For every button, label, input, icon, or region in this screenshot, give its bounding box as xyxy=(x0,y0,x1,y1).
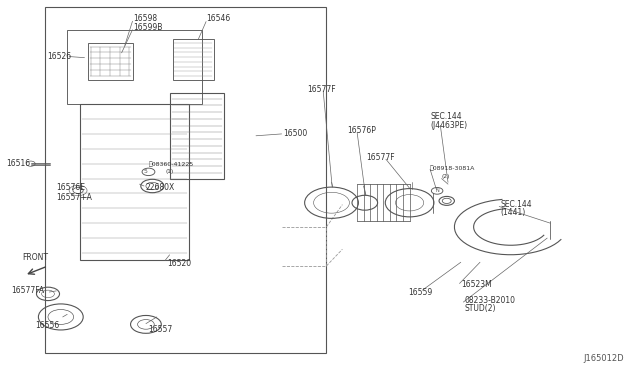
Text: 16557: 16557 xyxy=(148,325,173,334)
Text: 16546: 16546 xyxy=(206,14,230,23)
Text: 16557+A: 16557+A xyxy=(56,193,92,202)
Text: (1): (1) xyxy=(165,169,173,174)
Text: 16576P: 16576P xyxy=(347,126,376,135)
Text: 22680X: 22680X xyxy=(146,183,175,192)
Text: J165012D: J165012D xyxy=(584,355,624,363)
Bar xyxy=(170,93,224,179)
Text: 16520: 16520 xyxy=(168,259,192,268)
Text: 16516: 16516 xyxy=(6,159,31,168)
Text: SEC.144: SEC.144 xyxy=(430,112,461,121)
Text: 16559: 16559 xyxy=(408,288,433,296)
Text: 16523M: 16523M xyxy=(461,280,492,289)
Text: STUD(2): STUD(2) xyxy=(465,304,496,313)
Text: 16577F: 16577F xyxy=(307,85,336,94)
Text: 16577F: 16577F xyxy=(366,153,395,162)
Text: 16556: 16556 xyxy=(35,321,60,330)
Bar xyxy=(45,7,326,353)
Text: 08233-B2010: 08233-B2010 xyxy=(465,296,516,305)
Text: (J4463PE): (J4463PE) xyxy=(430,121,467,130)
Text: N: N xyxy=(435,188,439,193)
Text: 倈08918-3081A: 倈08918-3081A xyxy=(430,165,476,171)
Text: 倅08360-41225: 倅08360-41225 xyxy=(148,161,194,167)
Text: (2): (2) xyxy=(442,174,450,179)
Text: 5: 5 xyxy=(144,169,148,174)
Text: 16576E: 16576E xyxy=(56,183,85,192)
Bar xyxy=(88,43,133,80)
Text: 16526: 16526 xyxy=(47,52,71,61)
Text: SEC.144: SEC.144 xyxy=(500,200,532,209)
Bar xyxy=(67,30,202,104)
Text: FRONT: FRONT xyxy=(22,253,48,262)
Text: 16599B: 16599B xyxy=(133,23,163,32)
Bar xyxy=(173,39,214,80)
Text: 16500: 16500 xyxy=(283,129,307,138)
Text: 16598: 16598 xyxy=(133,14,157,23)
Text: 16577FA: 16577FA xyxy=(12,286,45,295)
Text: (1441): (1441) xyxy=(500,208,525,217)
